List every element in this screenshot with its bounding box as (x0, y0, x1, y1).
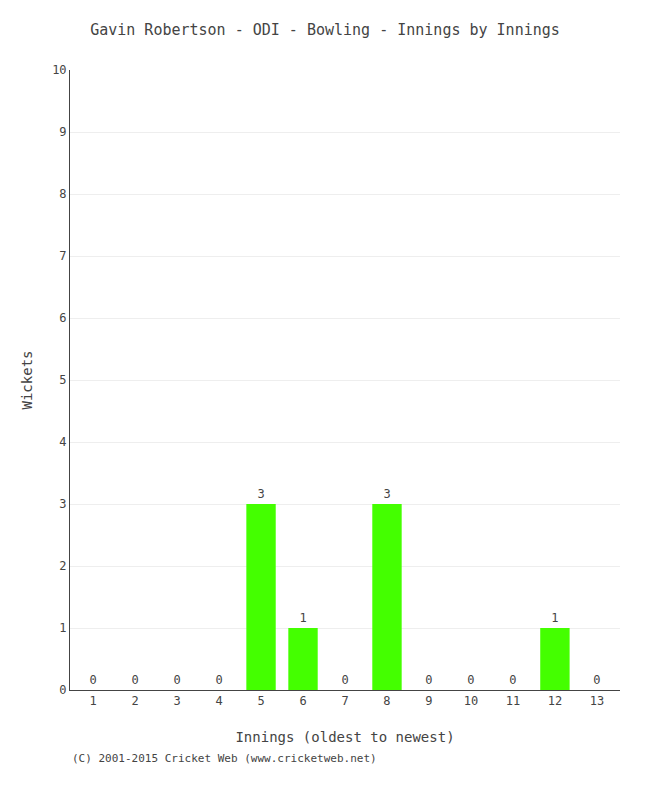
svg-text:0: 0 (215, 673, 222, 687)
svg-text:13: 13 (590, 694, 604, 708)
svg-text:3: 3 (383, 487, 390, 501)
svg-text:0: 0 (341, 673, 348, 687)
svg-text:0: 0 (467, 673, 474, 687)
svg-text:3: 3 (173, 694, 180, 708)
svg-text:1: 1 (551, 611, 558, 625)
svg-text:9: 9 (425, 694, 432, 708)
svg-text:Gavin Robertson - ODI - Bowlin: Gavin Robertson - ODI - Bowling - Inning… (90, 21, 560, 39)
svg-text:3: 3 (257, 487, 264, 501)
svg-text:8: 8 (59, 187, 66, 201)
svg-text:10: 10 (464, 694, 478, 708)
svg-text:0: 0 (425, 673, 432, 687)
svg-text:5: 5 (257, 694, 264, 708)
svg-text:0: 0 (131, 673, 138, 687)
svg-text:5: 5 (59, 373, 66, 387)
svg-text:11: 11 (506, 694, 520, 708)
svg-text:1: 1 (89, 694, 96, 708)
svg-text:2: 2 (59, 559, 66, 573)
svg-text:0: 0 (59, 683, 66, 697)
svg-text:0: 0 (89, 673, 96, 687)
svg-text:1: 1 (299, 611, 306, 625)
svg-text:4: 4 (215, 694, 222, 708)
svg-text:7: 7 (59, 249, 66, 263)
svg-text:1: 1 (59, 621, 66, 635)
svg-text:Innings (oldest to newest): Innings (oldest to newest) (235, 729, 454, 745)
svg-text:6: 6 (59, 311, 66, 325)
svg-text:7: 7 (341, 694, 348, 708)
svg-text:8: 8 (383, 694, 390, 708)
svg-text:0: 0 (509, 673, 516, 687)
svg-text:12: 12 (548, 694, 562, 708)
svg-text:6: 6 (299, 694, 306, 708)
svg-text:4: 4 (59, 435, 66, 449)
svg-text:3: 3 (59, 497, 66, 511)
svg-text:9: 9 (59, 125, 66, 139)
svg-text:(C) 2001-2015 Cricket Web (www: (C) 2001-2015 Cricket Web (www.cricketwe… (72, 752, 377, 765)
svg-text:0: 0 (173, 673, 180, 687)
svg-text:Wickets: Wickets (19, 350, 35, 409)
svg-text:0: 0 (593, 673, 600, 687)
svg-text:10: 10 (52, 63, 66, 77)
svg-text:2: 2 (131, 694, 138, 708)
